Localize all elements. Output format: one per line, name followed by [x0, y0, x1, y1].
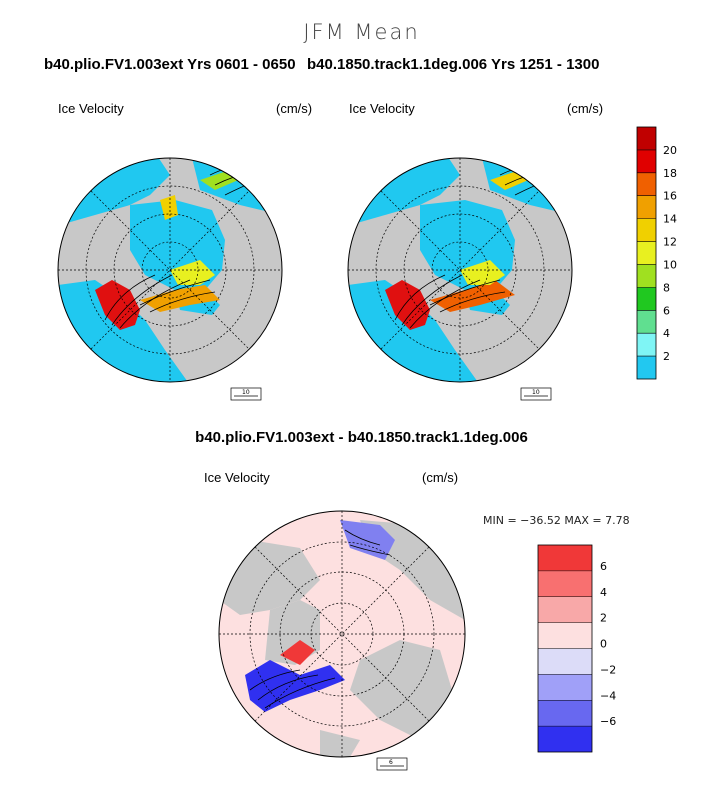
diff-colorbar-swatch: [538, 596, 592, 623]
diff-colorbar-swatch: [538, 700, 592, 727]
top-colorbar-tick-label: 8: [663, 281, 670, 294]
top-colorbar-swatch: [637, 333, 656, 357]
top-colorbar-swatch: [637, 241, 656, 265]
left-fast-ice-fram: [140, 285, 220, 312]
top-colorbar-tick-label: 4: [663, 327, 670, 340]
diff-ref-vector-label: 6: [389, 759, 393, 766]
left-ice-transpolar: [170, 260, 215, 285]
top-colorbar-swatch: [637, 264, 656, 288]
diff-colorbar-swatch: [538, 570, 592, 597]
diff-colorbar-tick-label: 2: [600, 612, 607, 625]
top-colorbar-tick-label: 2: [663, 350, 670, 363]
top-colorbar-swatch: [637, 195, 656, 219]
left-run-title: b40.plio.FV1.003ext Yrs 0601 - 0650: [44, 56, 296, 73]
diff-units: (cm/s): [422, 470, 459, 485]
top-colorbar-tick-label: 16: [663, 190, 677, 203]
diff-colorbar-tick-label: −2: [600, 663, 616, 676]
right-vectors: [394, 164, 561, 329]
left-map: [57, 157, 283, 383]
diff-colorbar: 6 4 2 0 −2 −4 −6: [537, 544, 616, 753]
diff-run-title: b40.plio.FV1.003ext - b40.1850.track1.1d…: [195, 429, 528, 446]
right-ref-vector: 10: [520, 387, 552, 401]
diff-colorbar-tick-label: 0: [600, 638, 607, 651]
left-ref-vector-label: 10: [242, 389, 250, 396]
top-colorbar-tick-label: 14: [663, 213, 677, 226]
top-colorbar-swatch: [637, 127, 656, 150]
diff-field-label: Ice Velocity: [204, 470, 270, 485]
right-field-label: Ice Velocity: [349, 101, 415, 116]
diff-colorbar-swatch: [538, 726, 592, 752]
right-ref-vector-label: 10: [532, 389, 540, 396]
diff-colorbar-tick-label: 6: [600, 560, 607, 573]
top-colorbar-swatch: [637, 218, 656, 242]
left-field-label: Ice Velocity: [58, 101, 124, 116]
diff-map: [218, 510, 466, 758]
left-ref-vector: 10: [230, 387, 262, 401]
top-colorbar: 2 4 6 8 10 12 14 16 18 20: [636, 126, 677, 380]
top-colorbar-tick-label: 18: [663, 167, 677, 180]
diff-vectors: [249, 529, 391, 709]
top-colorbar-swatch: [637, 356, 656, 379]
diff-colorbar-swatch: [538, 648, 592, 675]
left-units: (cm/s): [276, 101, 313, 116]
right-map: [347, 157, 573, 383]
diff-ref-vector: 6: [376, 757, 408, 771]
left-fast-ice-east-greenland: [95, 280, 140, 330]
diff-colorbar-swatch: [538, 545, 592, 571]
right-run-title: b40.1850.track1.1deg.006 Yrs 1251 - 1300: [307, 56, 600, 73]
diff-colorbar-tick-label: 4: [600, 586, 607, 599]
diff-colorbar-tick-label: −6: [600, 715, 616, 728]
top-colorbar-swatch: [637, 149, 656, 173]
top-colorbar-swatch: [637, 172, 656, 196]
diff-minmax: MIN = −36.52 MAX = 7.78: [483, 514, 630, 527]
top-colorbar-tick-label: 12: [663, 236, 677, 249]
top-colorbar-tick-label: 6: [663, 304, 670, 317]
top-colorbar-swatch: [637, 310, 656, 334]
top-colorbar-frame: [636, 126, 657, 380]
diff-colorbar-swatch: [538, 674, 592, 701]
top-colorbar-tick-label: 20: [663, 144, 677, 157]
top-colorbar-tick-label: 10: [663, 258, 677, 271]
diff-colorbar-swatch: [538, 622, 592, 649]
diff-colorbar-tick-label: −4: [600, 689, 616, 702]
right-units: (cm/s): [567, 101, 604, 116]
main-title: JFM Mean: [303, 20, 420, 44]
top-colorbar-swatch: [637, 287, 656, 311]
